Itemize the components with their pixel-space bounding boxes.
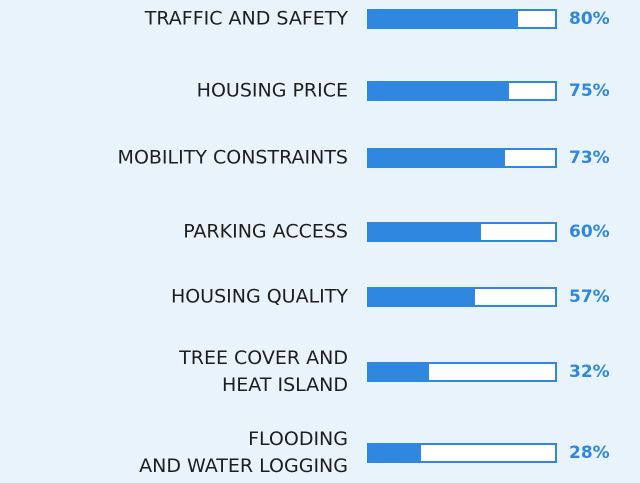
value-label: 28% <box>569 443 610 463</box>
category-label: MOBILITY CONSTRAINTS <box>117 146 348 169</box>
bar-track <box>367 287 557 307</box>
bar-track <box>367 81 557 101</box>
value-label: 75% <box>569 81 610 101</box>
bar-track <box>367 443 557 463</box>
category-label: HOUSING PRICE <box>196 79 348 102</box>
bar-track <box>367 362 557 382</box>
bar <box>369 11 518 27</box>
bar <box>369 364 429 380</box>
bar-track <box>367 9 557 29</box>
category-label: TREE COVER AND HEAT ISLAND <box>179 347 348 396</box>
category-label: TRAFFIC AND SAFETY <box>144 7 348 30</box>
value-label: 57% <box>569 287 610 307</box>
category-label: PARKING ACCESS <box>183 220 348 243</box>
value-label: 60% <box>569 222 610 242</box>
bar-track <box>367 222 557 242</box>
value-label: 32% <box>569 362 610 382</box>
category-label: FLOODING AND WATER LOGGING <box>139 428 348 477</box>
value-label: 80% <box>569 9 610 29</box>
value-label: 73% <box>569 148 610 168</box>
category-label: HOUSING QUALITY <box>170 285 348 308</box>
bar <box>369 445 422 461</box>
bar <box>369 224 481 240</box>
bar <box>369 289 476 305</box>
bar <box>369 150 505 166</box>
bar <box>369 83 509 99</box>
bar-track <box>367 148 557 168</box>
